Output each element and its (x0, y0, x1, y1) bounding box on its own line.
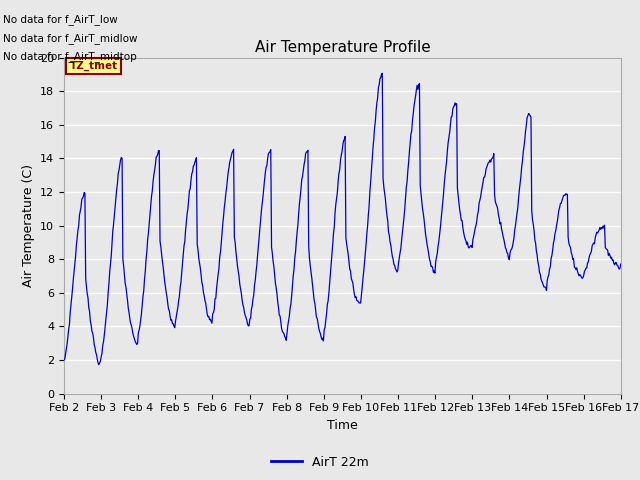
Text: No data for f_AirT_low: No data for f_AirT_low (3, 14, 118, 25)
Text: No data for f_AirT_midtop: No data for f_AirT_midtop (3, 51, 137, 62)
Title: Air Temperature Profile: Air Temperature Profile (255, 40, 430, 55)
Text: No data for f_AirT_midlow: No data for f_AirT_midlow (3, 33, 138, 44)
Y-axis label: Air Temperature (C): Air Temperature (C) (22, 164, 35, 287)
Legend: AirT 22m: AirT 22m (266, 451, 374, 474)
Text: TZ_tmet: TZ_tmet (70, 60, 118, 71)
X-axis label: Time: Time (327, 419, 358, 432)
